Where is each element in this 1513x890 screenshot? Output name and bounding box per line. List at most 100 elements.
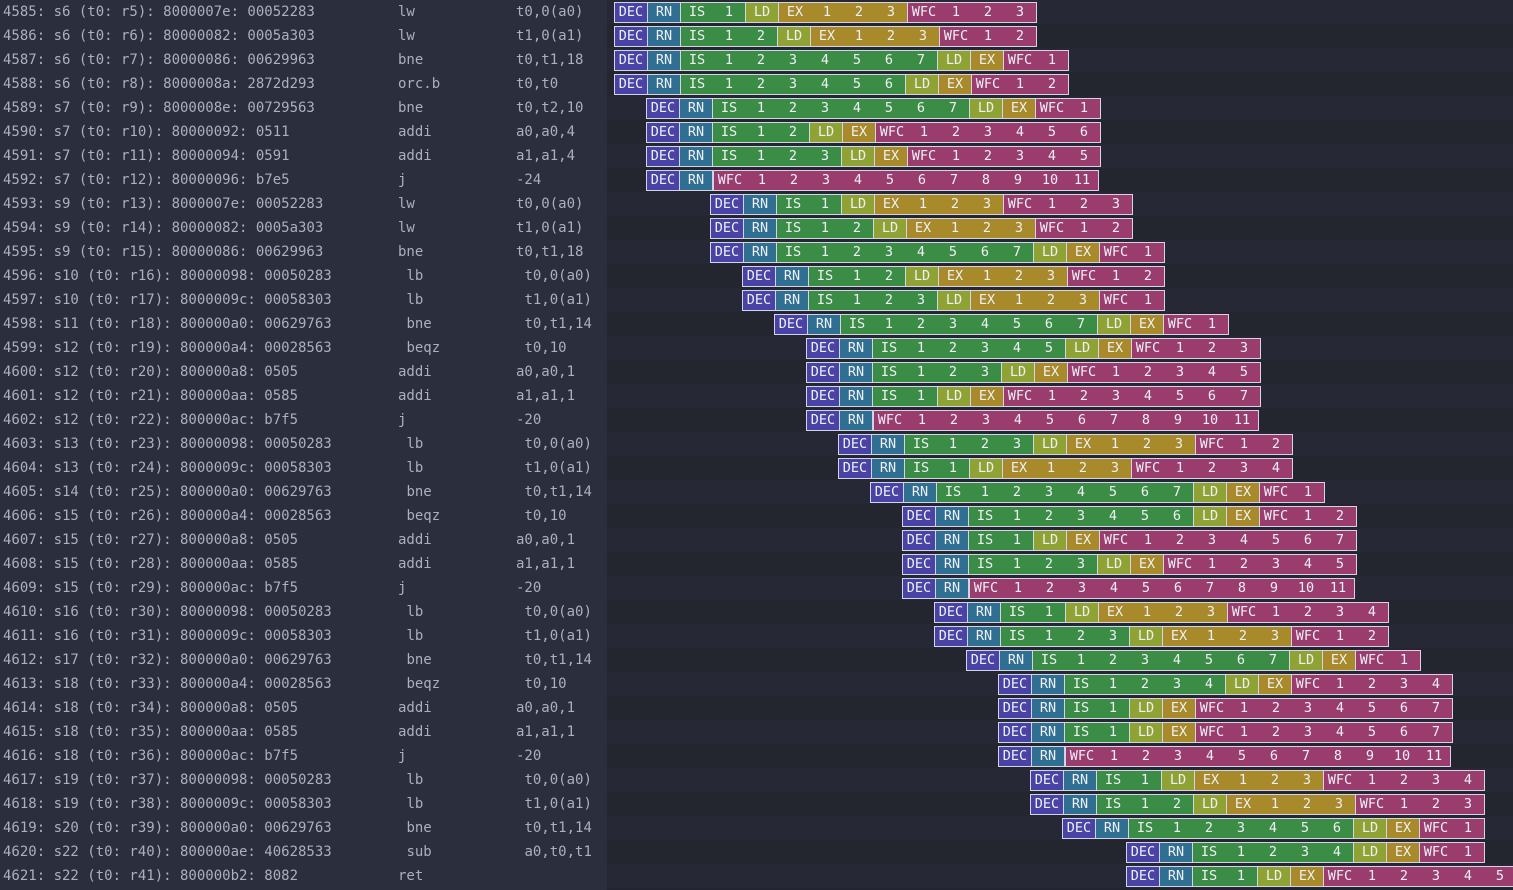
instruction-operands: a0,a0,1	[516, 532, 576, 548]
instruction-operands: a1,a1,4	[516, 148, 576, 164]
stage-is-cycle: 3	[1225, 819, 1257, 838]
stage-wfc-cycle: 3	[1228, 339, 1260, 358]
stage-ex-cycle: 2	[1163, 603, 1195, 622]
stage-wfc-cycle: 3	[972, 123, 1004, 142]
stage-wfc: WFC	[1259, 507, 1292, 526]
stage-dec: DEC	[1127, 843, 1160, 862]
stage-ex: EX	[1163, 699, 1195, 718]
stage-wfc-cycle: 2	[1132, 363, 1164, 382]
instruction-id: 4596: s10 (t0: r16): 80000098: 00050283	[3, 268, 332, 284]
stage-wfc-cycle: 2	[938, 411, 970, 430]
instruction-operands: t0,t1,14	[524, 316, 592, 332]
stage-is-cycle: 1	[745, 123, 777, 142]
instruction-mnemonic: bne	[398, 52, 424, 68]
stage-ld: LD	[1001, 363, 1035, 382]
instruction-id: 4597: s10 (t0: r17): 8000009c: 00058303	[3, 292, 332, 308]
stage-is-cycle: 3	[1033, 483, 1065, 502]
stage-ex-cycle: 1	[1035, 459, 1067, 478]
stage-ex: EX	[1003, 459, 1035, 478]
instruction-operands: t0,t1,18	[516, 244, 584, 260]
stage-is: IS	[1065, 723, 1097, 742]
stage-dec: DEC	[711, 219, 744, 238]
stage-wfc-cycle: 3	[1292, 699, 1324, 718]
instruction-operands: t0,0(a0)	[516, 4, 584, 20]
stage-is-cycle: 4	[1065, 483, 1097, 502]
stage-ex-cycle: 1	[1131, 603, 1163, 622]
stage-is-cycle: 1	[809, 195, 841, 214]
stage-ld: LD	[873, 219, 907, 238]
stage-ex: EX	[1067, 435, 1099, 454]
instruction-id: 4617: s19 (t0: r37): 80000098: 00050283	[3, 772, 332, 788]
instruction-id: 4614: s18 (t0: r34): 800000a8: 0505	[3, 700, 299, 716]
stage-wfc-cycle: 6	[1388, 723, 1420, 742]
stage-wfc-cycle: 2	[1036, 75, 1068, 94]
stage-is-cycle: 1	[969, 483, 1001, 502]
stage-wfc: WFC	[939, 27, 972, 46]
instruction-id: 4621: s22 (t0: r41): 800000b2: 8082	[3, 868, 299, 884]
stage-wfc-cycle: 6	[1066, 411, 1098, 430]
stage-wfc: WFC	[971, 75, 1004, 94]
stage-is-cycle: 1	[1001, 555, 1033, 574]
stage-is-cycle: 2	[969, 435, 1001, 454]
stage-wfc-cycle: 2	[1388, 771, 1420, 790]
stage-ex-cycle: 3	[1195, 603, 1227, 622]
stage-wfc-cycle: 1	[1452, 843, 1484, 862]
stage-ld: LD	[1129, 627, 1163, 646]
stage-wfc: WFC	[1099, 531, 1132, 550]
instruction-mnemonic: sub	[406, 844, 432, 860]
stage-wfc-cycle: 1	[1004, 75, 1036, 94]
stage-ex: EX	[1099, 339, 1131, 358]
instruction-mnemonic: lb	[406, 436, 424, 452]
stage-wfc-cycle: 4	[1356, 603, 1388, 622]
stage-is-cycle: 1	[1097, 699, 1129, 718]
stage-is-cycle: 1	[745, 147, 777, 166]
stage-dec: DEC	[871, 483, 904, 502]
instruction-id: 4610: s16 (t0: r30): 80000098: 00050283	[3, 604, 332, 620]
table-row: 4597: s10 (t0: r17): 8000009c: 00058303 l…	[0, 288, 1513, 312]
instruction-operands: a1,a1,1	[516, 724, 576, 740]
stage-rn: RN	[648, 27, 681, 46]
stage-ex-cycle: 1	[1099, 435, 1131, 454]
stage-wfc-cycle: 2	[1260, 435, 1292, 454]
pipeline-bar: DEC RN WFC 1 2 3 4 5 6 7 8 9 10 11	[998, 746, 1451, 767]
table-row: 4587: s6 (t0: r7): 80000086: 00629963 bne…	[0, 48, 1513, 72]
stage-wfc-cycle: 5	[1356, 723, 1388, 742]
stage-ld: LD	[1257, 867, 1291, 886]
stage-wfc: WFC	[713, 171, 746, 190]
stage-ex: EX	[1291, 867, 1323, 886]
stage-wfc-cycle: 11	[1066, 171, 1098, 190]
stage-wfc-cycle: 8	[970, 171, 1002, 190]
stage-is-cycle: 6	[1321, 819, 1353, 838]
stage-wfc-cycle: 4	[1002, 411, 1034, 430]
stage-wfc: WFC	[1163, 555, 1196, 574]
stage-ld: LD	[1193, 507, 1227, 526]
instruction-operands: t1,0(a1)	[516, 28, 584, 44]
instruction-operands: -20	[516, 748, 542, 764]
stage-wfc-cycle: 1	[1196, 315, 1228, 334]
stage-is-cycle: 2	[1161, 795, 1193, 814]
stage-ex-cycle: 2	[1259, 771, 1291, 790]
stage-wfc-cycle: 3	[1100, 387, 1132, 406]
table-row: 4614: s18 (t0: r34): 800000a8: 0505 addi a…	[0, 696, 1513, 720]
stage-wfc: WFC	[1195, 699, 1228, 718]
stage-wfc-cycle: 9	[1258, 579, 1290, 598]
stage-wfc: WFC	[1099, 291, 1132, 310]
stage-wfc-cycle: 2	[1228, 555, 1260, 574]
stage-is-cycle: 1	[937, 459, 969, 478]
stage-wfc-cycle: 5	[1068, 147, 1100, 166]
table-row: 4602: s12 (t0: r22): 800000ac: b7f5 j -20 D…	[0, 408, 1513, 432]
stage-rn: RN	[840, 387, 873, 406]
stage-wfc-cycle: 4	[1260, 459, 1292, 478]
stage-wfc-cycle: 3	[1196, 531, 1228, 550]
stage-wfc-cycle: 3	[1162, 747, 1194, 766]
stage-is-cycle: 2	[873, 267, 905, 286]
stage-is-cycle: 1	[1097, 675, 1129, 694]
stage-wfc-cycle: 6	[1162, 579, 1194, 598]
table-row: 4596: s10 (t0: r16): 80000098: 00050283 l…	[0, 264, 1513, 288]
stage-ex: EX	[875, 195, 907, 214]
stage-wfc-cycle: 1	[1260, 603, 1292, 622]
stage-is-cycle: 1	[937, 435, 969, 454]
stage-is-cycle: 2	[1001, 483, 1033, 502]
stage-is: IS	[1065, 699, 1097, 718]
stage-is-cycle: 1	[905, 387, 937, 406]
